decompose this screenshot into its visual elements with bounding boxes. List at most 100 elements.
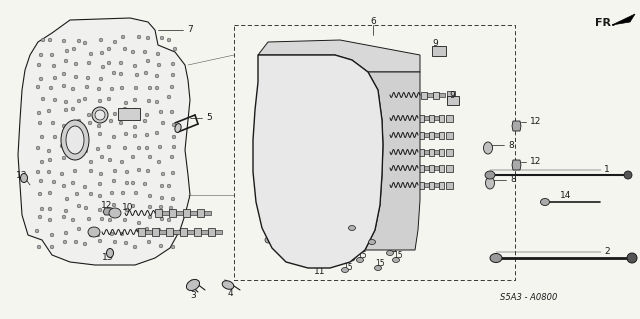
Bar [204,211,211,215]
Circle shape [52,180,56,184]
Circle shape [157,160,161,164]
Ellipse shape [20,174,28,182]
Circle shape [39,77,43,81]
Bar [180,228,187,236]
Text: FR.: FR. [595,18,616,28]
Circle shape [36,85,40,89]
Circle shape [73,155,77,159]
Circle shape [50,245,54,249]
Circle shape [123,107,127,111]
Circle shape [71,87,75,91]
Circle shape [146,36,150,40]
Circle shape [286,146,310,170]
Bar [155,209,162,217]
Circle shape [74,62,78,66]
Ellipse shape [186,279,200,291]
Circle shape [155,131,159,135]
Circle shape [64,209,68,213]
Circle shape [172,62,175,66]
Text: 2: 2 [604,248,610,256]
Circle shape [281,141,315,175]
Bar [434,116,439,120]
Circle shape [347,65,353,71]
Circle shape [38,215,42,219]
Circle shape [37,245,41,249]
Circle shape [89,192,93,196]
Bar [424,183,429,187]
Circle shape [110,87,114,91]
Circle shape [64,100,68,104]
Circle shape [96,147,100,151]
Ellipse shape [483,142,493,154]
Bar [201,230,208,234]
Circle shape [62,72,66,76]
Circle shape [77,39,81,43]
Circle shape [47,149,51,153]
Text: 8: 8 [508,140,514,150]
Bar [447,91,455,99]
Circle shape [123,47,127,51]
Circle shape [50,53,54,57]
Text: 9: 9 [432,40,438,48]
Polygon shape [512,121,521,131]
Circle shape [76,192,79,196]
Circle shape [47,170,51,174]
Circle shape [62,124,66,128]
Text: 1: 1 [604,166,610,174]
Circle shape [172,135,176,139]
Circle shape [155,74,159,78]
Circle shape [100,155,104,159]
Circle shape [146,169,150,173]
Circle shape [35,229,39,233]
Circle shape [62,156,66,160]
Circle shape [160,196,164,200]
Polygon shape [612,14,635,25]
Circle shape [98,182,102,186]
Circle shape [97,87,101,91]
Circle shape [134,191,138,195]
Circle shape [312,257,318,263]
Circle shape [71,181,75,185]
Circle shape [48,158,52,162]
Ellipse shape [106,249,113,257]
Circle shape [131,155,135,159]
Circle shape [74,240,78,244]
Circle shape [71,218,75,222]
Text: 13: 13 [102,254,114,263]
Text: 15: 15 [343,263,353,271]
Circle shape [160,36,164,40]
Circle shape [62,184,66,188]
Circle shape [77,227,81,231]
Circle shape [159,244,163,248]
Circle shape [98,132,102,136]
Circle shape [63,137,67,141]
Circle shape [36,146,40,150]
Circle shape [37,111,41,115]
Bar [439,115,444,122]
Circle shape [133,64,137,68]
Circle shape [271,96,309,134]
Circle shape [77,204,81,208]
Circle shape [50,233,54,237]
Circle shape [146,59,150,63]
Bar [208,228,215,236]
Circle shape [136,228,140,232]
Ellipse shape [369,240,376,244]
Ellipse shape [490,254,502,263]
Circle shape [148,205,152,209]
Circle shape [313,123,357,167]
Circle shape [161,172,165,176]
Polygon shape [103,208,114,215]
Bar [145,230,152,234]
Ellipse shape [66,126,84,154]
Bar [434,150,439,154]
Circle shape [265,90,315,140]
Circle shape [77,145,81,149]
Bar [215,230,222,234]
Ellipse shape [342,268,349,272]
Circle shape [48,207,52,211]
Bar [429,131,434,138]
Circle shape [112,179,116,183]
Circle shape [113,169,117,173]
Bar [446,165,453,172]
